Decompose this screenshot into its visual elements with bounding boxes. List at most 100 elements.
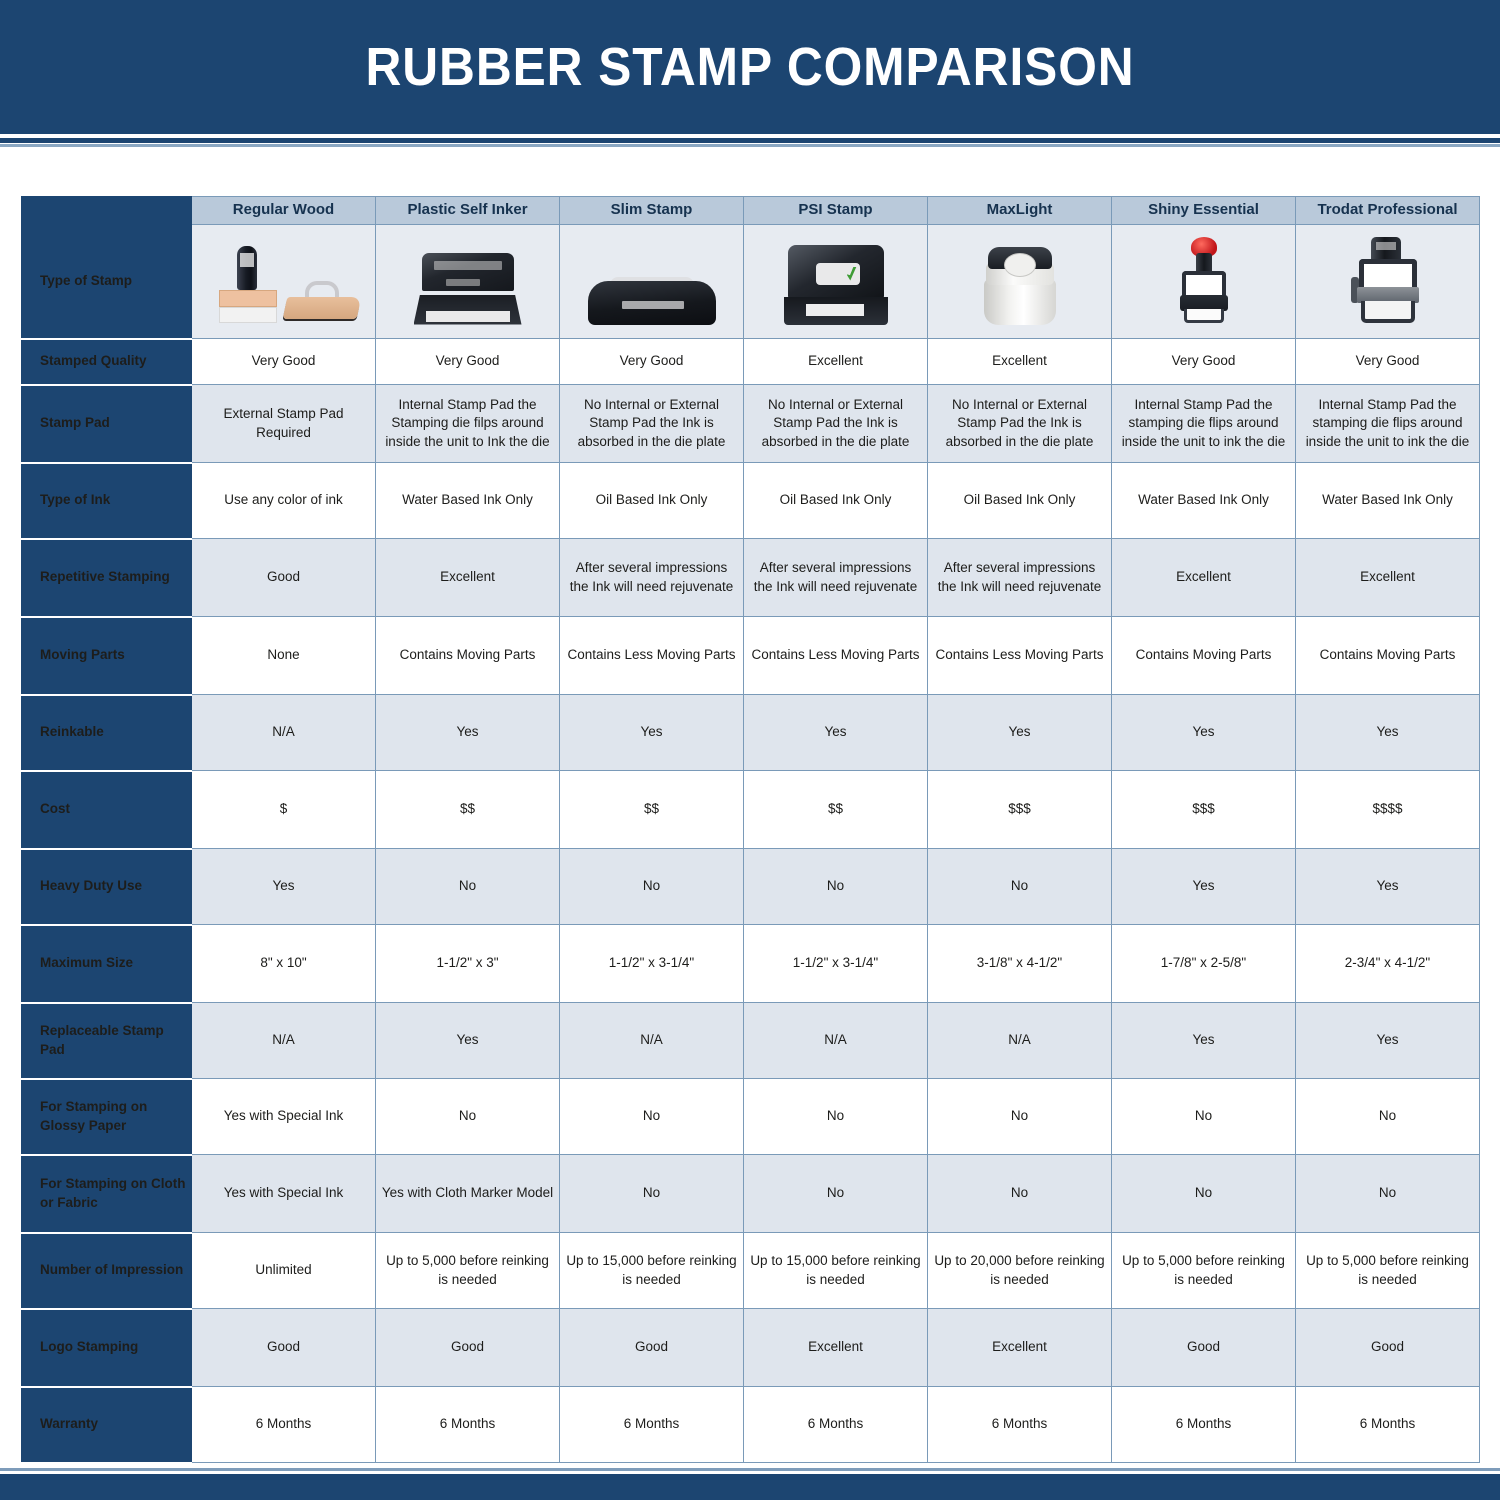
- row-label-glossy-paper: For Stamping on Glossy Paper: [21, 1078, 192, 1156]
- cell-repetitive-stamping-plastic-self-inker: Excellent: [375, 538, 560, 617]
- psi-shell: [787, 244, 884, 299]
- table-body: Type of Stamp: [21, 224, 1480, 1464]
- cell-stamped-quality-regular-wood: Very Good: [191, 338, 376, 385]
- cell-replaceable-stamp-pad-psi-stamp: N/A: [743, 1002, 928, 1079]
- cell-moving-parts-regular-wood: None: [191, 616, 376, 695]
- trodat-professional-stamp-icon: [1345, 236, 1431, 325]
- cell-image-plastic-self-inker: [375, 224, 560, 339]
- cell-glossy-paper-shiny-essential: No: [1111, 1078, 1296, 1155]
- cell-warranty-maxlight: 6 Months: [927, 1386, 1112, 1463]
- table-row-type-of-stamp: Type of Stamp: [21, 224, 1480, 340]
- cell-image-maxlight: [927, 224, 1112, 339]
- cell-warranty-psi-stamp: 6 Months: [743, 1386, 928, 1463]
- cell-image-trodat-professional: [1295, 224, 1480, 339]
- row-label-type-of-stamp: Type of Stamp: [21, 224, 192, 340]
- table-row-number-of-impression: Number of Impression Unlimited Up to 5,0…: [21, 1232, 1480, 1310]
- self-inker-brand-label: [433, 260, 502, 270]
- cell-replaceable-stamp-pad-shiny-essential: Yes: [1111, 1002, 1296, 1079]
- table-row-repetitive-stamping: Repetitive Stamping Good Excellent After…: [21, 538, 1480, 618]
- wood-block: [218, 289, 277, 307]
- cell-stamped-quality-plastic-self-inker: Very Good: [375, 338, 560, 385]
- table-head: Regular Wood Plastic Self Inker Slim Sta…: [21, 196, 1480, 225]
- table-row-heavy-duty-use: Heavy Duty Use Yes No No No No Yes Yes: [21, 848, 1480, 926]
- column-header-shiny-essential: Shiny Essential: [1111, 196, 1296, 225]
- column-header-trodat-professional: Trodat Professional: [1295, 196, 1480, 225]
- table-row-maximum-size: Maximum Size 8" x 10" 1-1/2" x 3" 1-1/2"…: [21, 924, 1480, 1004]
- table-header-row: Regular Wood Plastic Self Inker Slim Sta…: [21, 196, 1480, 225]
- slim-stamp-label: [621, 300, 684, 309]
- cell-stamp-pad-trodat-professional: Internal Stamp Pad the stamping die flip…: [1295, 384, 1480, 463]
- cell-number-of-impression-trodat-professional: Up to 5,000 before reinking is needed: [1295, 1232, 1480, 1309]
- cell-type-of-ink-plastic-self-inker: Water Based Ink Only: [375, 462, 560, 539]
- table-row-cloth-or-fabric: For Stamping on Cloth or Fabric Yes with…: [21, 1154, 1480, 1234]
- page-banner: RUBBER STAMP COMPARISON: [0, 0, 1500, 134]
- cell-cost-slim-stamp: $$: [559, 770, 744, 849]
- cell-heavy-duty-use-slim-stamp: No: [559, 848, 744, 925]
- cell-number-of-impression-shiny-essential: Up to 5,000 before reinking is needed: [1111, 1232, 1296, 1309]
- maxlight-cylinder: [983, 278, 1056, 325]
- row-label-stamped-quality: Stamped Quality: [21, 338, 192, 386]
- cell-glossy-paper-plastic-self-inker: No: [375, 1078, 560, 1155]
- cell-image-regular-wood: [191, 224, 376, 339]
- cell-glossy-paper-maxlight: No: [927, 1078, 1112, 1155]
- row-label-warranty: Warranty: [21, 1386, 192, 1464]
- cell-cloth-or-fabric-trodat-professional: No: [1295, 1154, 1480, 1233]
- cell-heavy-duty-use-trodat-professional: Yes: [1295, 848, 1480, 925]
- cell-cloth-or-fabric-regular-wood: Yes with Special Ink: [191, 1154, 376, 1233]
- page-title: RUBBER STAMP COMPARISON: [365, 37, 1135, 97]
- cell-warranty-slim-stamp: 6 Months: [559, 1386, 744, 1463]
- shiny-essential-stamp-icon: [1169, 236, 1239, 325]
- psi-logo-badge: [815, 262, 860, 285]
- table-corner-cell: [21, 196, 192, 225]
- wood-grip-bar: [304, 280, 339, 301]
- cell-stamp-pad-shiny-essential: Internal Stamp Pad the stamping die flip…: [1111, 384, 1296, 463]
- shiny-red-knob: [1190, 236, 1217, 257]
- row-label-cloth-or-fabric: For Stamping on Cloth or Fabric: [21, 1154, 192, 1234]
- cell-stamped-quality-shiny-essential: Very Good: [1111, 338, 1296, 385]
- table-row-reinkable: Reinkable N/A Yes Yes Yes Yes Yes Yes: [21, 694, 1480, 772]
- row-label-logo-stamping: Logo Stamping: [21, 1308, 192, 1388]
- cell-heavy-duty-use-shiny-essential: Yes: [1111, 848, 1296, 925]
- cell-repetitive-stamping-regular-wood: Good: [191, 538, 376, 617]
- comparison-table-wrapper: Regular Wood Plastic Self Inker Slim Sta…: [21, 196, 1480, 1464]
- cell-cost-plastic-self-inker: $$: [375, 770, 560, 849]
- cell-cost-shiny-essential: $$$: [1111, 770, 1296, 849]
- row-label-heavy-duty-use: Heavy Duty Use: [21, 848, 192, 926]
- row-label-repetitive-stamping: Repetitive Stamping: [21, 538, 192, 618]
- shiny-foot: [1183, 308, 1224, 323]
- row-label-type-of-ink: Type of Ink: [21, 462, 192, 540]
- stamp-image-box: [378, 239, 557, 325]
- maxlight-logo-disc: [1003, 252, 1036, 277]
- cell-reinkable-slim-stamp: Yes: [559, 694, 744, 771]
- cell-glossy-paper-regular-wood: Yes with Special Ink: [191, 1078, 376, 1155]
- table-row-replaceable-stamp-pad: Replaceable Stamp Pad N/A Yes N/A N/A N/…: [21, 1002, 1480, 1080]
- cell-replaceable-stamp-pad-slim-stamp: N/A: [559, 1002, 744, 1079]
- cell-maximum-size-slim-stamp: 1-1/2" x 3-1/4": [559, 924, 744, 1003]
- plastic-self-inker-stamp-icon: [413, 252, 522, 325]
- cell-number-of-impression-psi-stamp: Up to 15,000 before reinking is needed: [743, 1232, 928, 1309]
- wood-flat-plate: [282, 296, 361, 319]
- stamp-image-box: [194, 239, 373, 325]
- cell-type-of-ink-maxlight: Oil Based Ink Only: [927, 462, 1112, 539]
- cell-stamp-pad-regular-wood: External Stamp Pad Required: [191, 384, 376, 463]
- cell-cost-regular-wood: $: [191, 770, 376, 849]
- cell-reinkable-psi-stamp: Yes: [743, 694, 928, 771]
- wood-handle-stamp-part: [218, 245, 277, 323]
- cell-type-of-ink-slim-stamp: Oil Based Ink Only: [559, 462, 744, 539]
- cell-cloth-or-fabric-psi-stamp: No: [743, 1154, 928, 1233]
- cell-maximum-size-trodat-professional: 2-3/4" x 4-1/2": [1295, 924, 1480, 1003]
- cell-stamped-quality-trodat-professional: Very Good: [1295, 338, 1480, 385]
- stamp-image-box: [562, 239, 741, 325]
- column-header-psi-stamp: PSI Stamp: [743, 196, 928, 225]
- maxlight-stamp-icon: [978, 241, 1062, 325]
- cell-maximum-size-plastic-self-inker: 1-1/2" x 3": [375, 924, 560, 1003]
- cell-cost-trodat-professional: $$$$: [1295, 770, 1480, 849]
- row-label-moving-parts: Moving Parts: [21, 616, 192, 696]
- trodat-lever: [1350, 276, 1359, 303]
- cell-heavy-duty-use-regular-wood: Yes: [191, 848, 376, 925]
- stamp-image-box: [746, 239, 925, 325]
- cell-stamp-pad-maxlight: No Internal or External Stamp Pad the In…: [927, 384, 1112, 463]
- cell-image-shiny-essential: [1111, 224, 1296, 339]
- table-row-stamp-pad: Stamp Pad External Stamp Pad Required In…: [21, 384, 1480, 464]
